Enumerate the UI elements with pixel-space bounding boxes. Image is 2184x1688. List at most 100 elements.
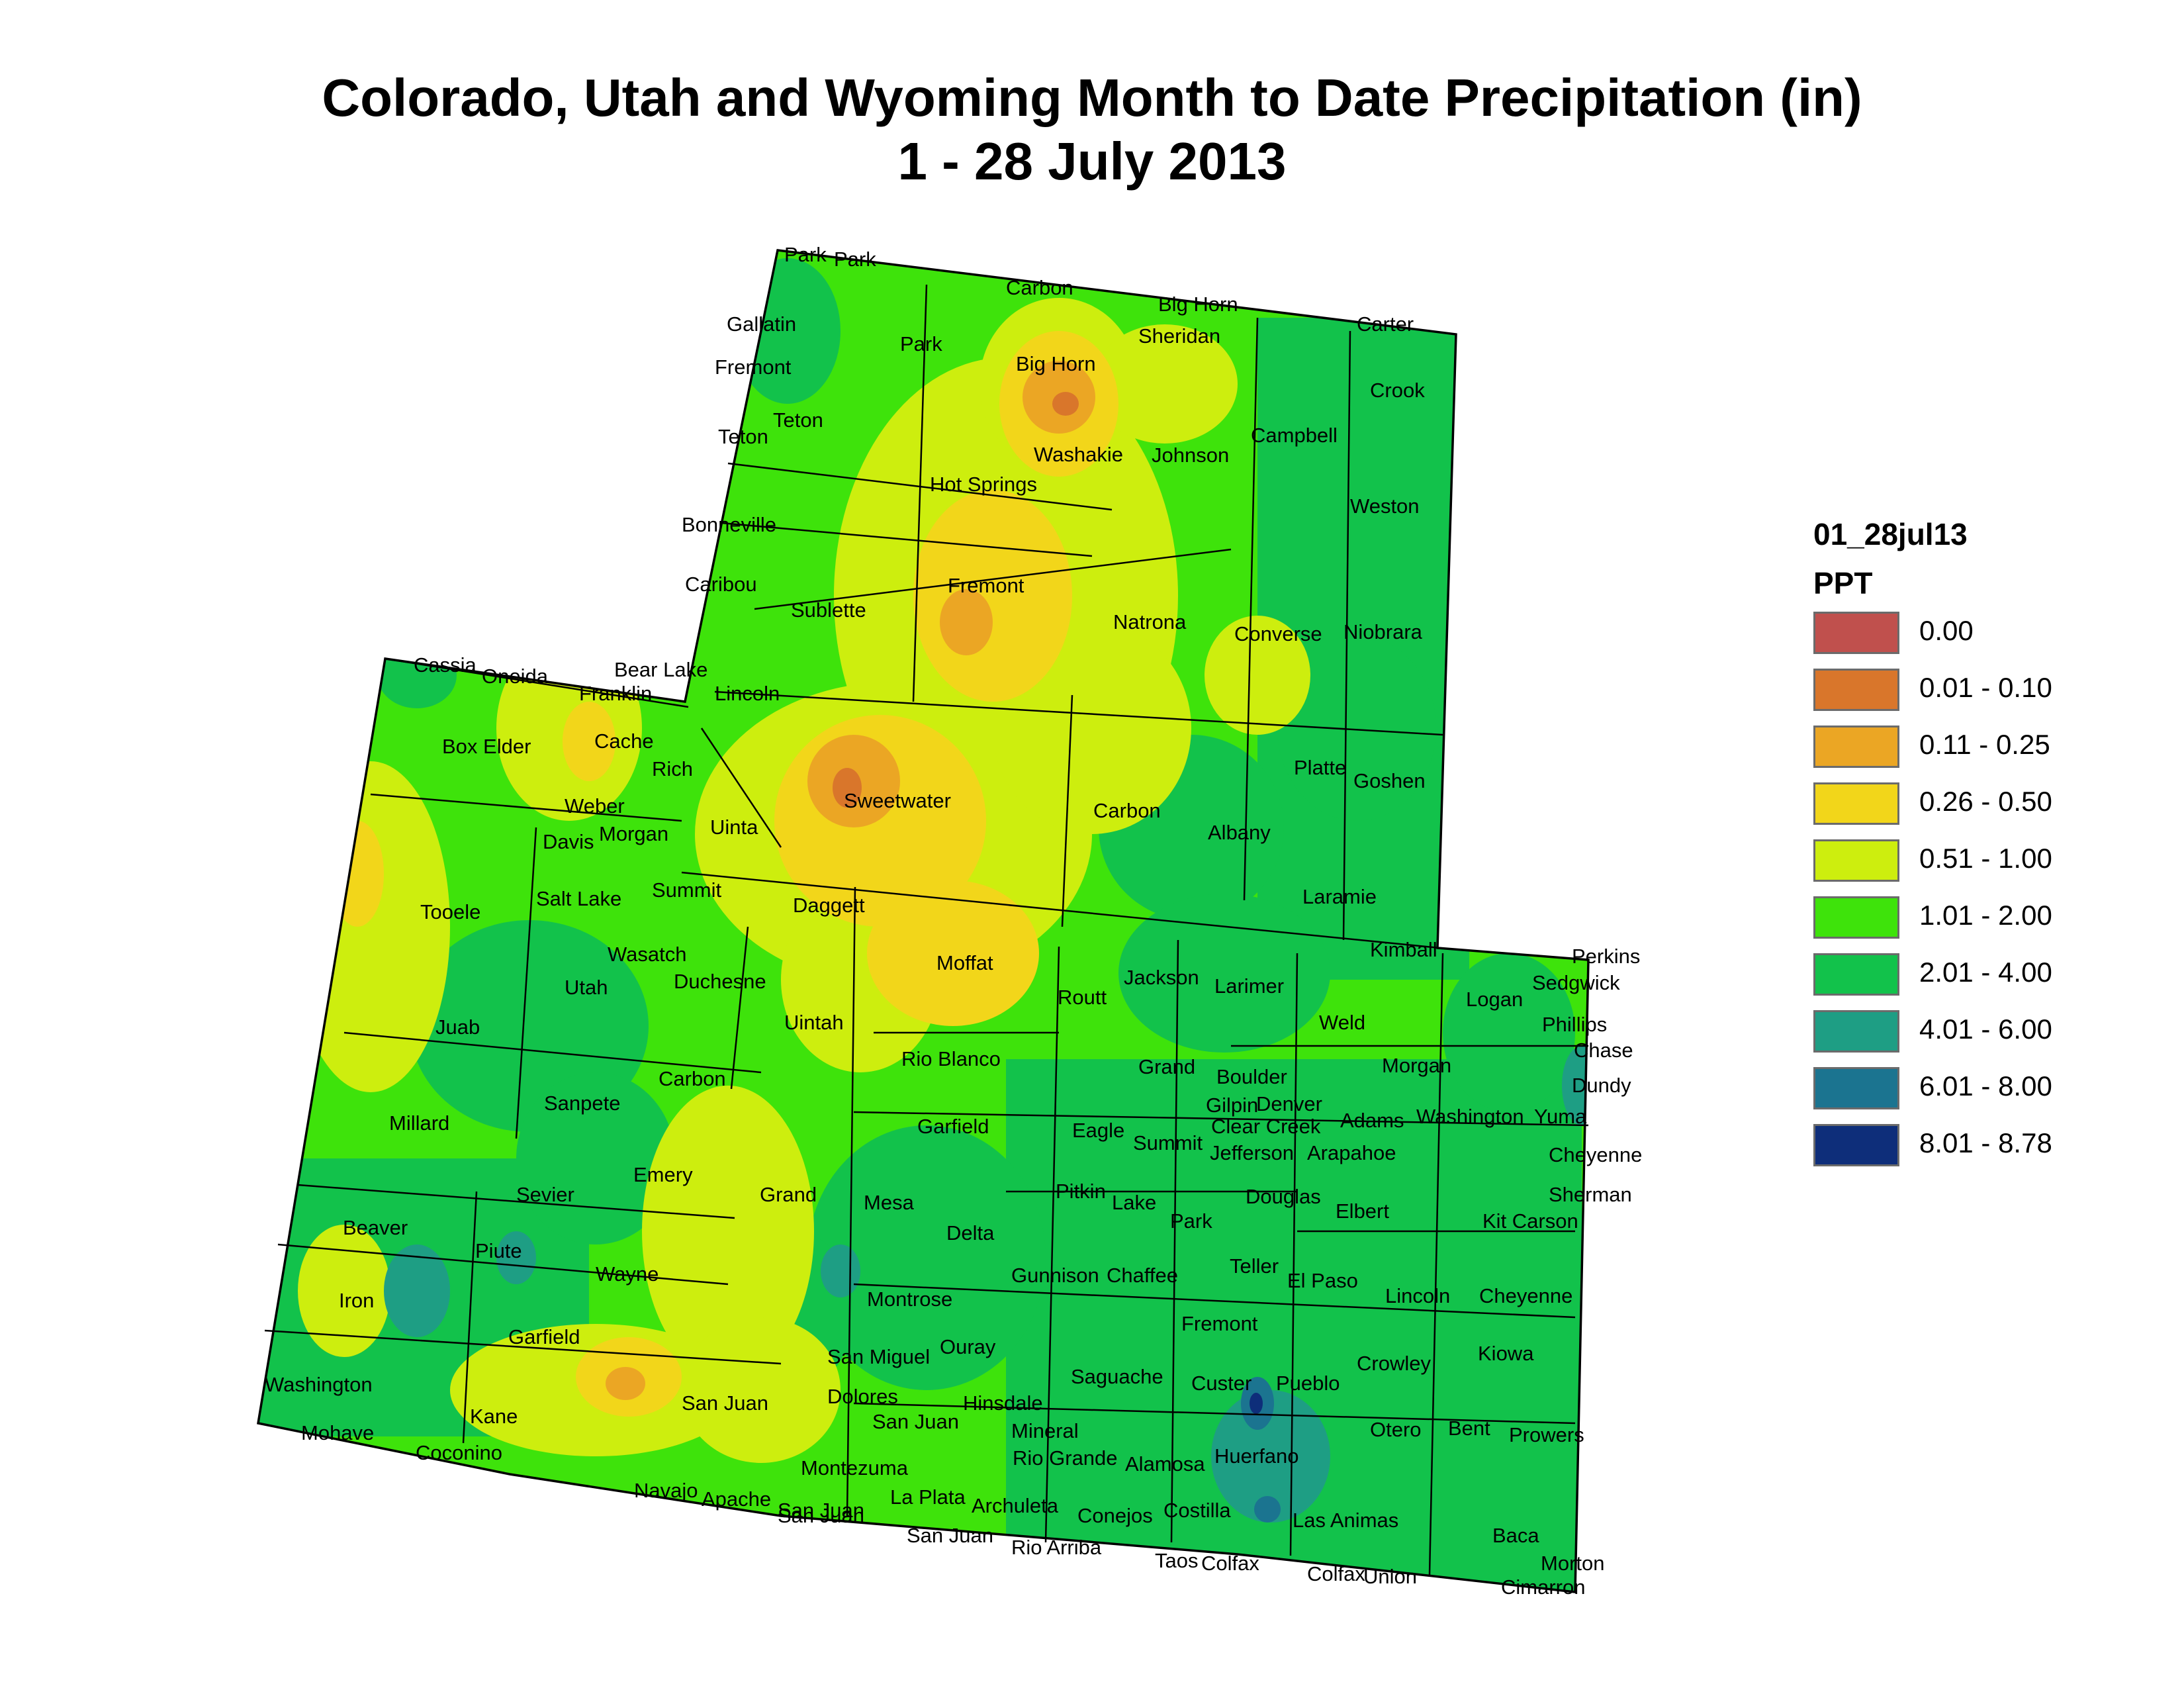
county-label-co-el-paso: El Paso [1287, 1269, 1358, 1292]
legend-item: 8.01 - 8.78 [1813, 1121, 2158, 1178]
county-label-ks-morton: Morton [1541, 1552, 1604, 1575]
county-label-id-teton: Teton [718, 425, 768, 448]
county-label-wy-crook: Crook [1370, 379, 1425, 402]
county-label-co-costilla: Costilla [1163, 1499, 1231, 1522]
county-boundaries [256, 249, 1590, 1593]
county-label-ut-sevier: Sevier [516, 1183, 574, 1206]
county-label-co-lake: Lake [1112, 1191, 1156, 1214]
county-label-wy-park-a: Park [784, 243, 827, 266]
county-label-ut-washington: Washington [265, 1373, 373, 1396]
legend-swatch [1813, 726, 1899, 768]
county-label-ut-sanpete: Sanpete [544, 1092, 621, 1115]
county-label-wy-carbon: Carbon [1093, 799, 1161, 822]
county-label-co-montezuma: Montezuma [801, 1456, 909, 1479]
legend-swatch [1813, 1010, 1899, 1053]
county-label-ut-morgan: Morgan [599, 822, 668, 845]
county-label-wy-washakie: Washakie [1034, 443, 1123, 466]
county-label-ut-summit: Summit [652, 878, 721, 902]
legend-item: 0.00 [1813, 609, 2158, 666]
county-label-ut-utah: Utah [565, 976, 608, 999]
county-label-id-bonneville: Bonneville [682, 513, 776, 536]
county-label-ut-uintah: Uintah [784, 1011, 844, 1034]
county-label-wy-laramie: Laramie [1302, 885, 1377, 908]
county-label-id-bear-lake: Bear Lake [614, 658, 707, 681]
county-label-co-saguache: Saguache [1071, 1365, 1163, 1388]
zone-0.01-0.1 [833, 392, 1079, 808]
county-label-wy-sweetwater: Sweetwater [844, 789, 951, 812]
county-label-co-boulder: Boulder [1216, 1065, 1287, 1088]
county-label-ut-weber: Weber [565, 794, 625, 818]
legend-swatch [1813, 669, 1899, 711]
county-label-id-franklin: Franklin [579, 682, 652, 705]
county-label-co-denver: Denver [1256, 1092, 1322, 1115]
county-label-wy-niobrara: Niobrara [1343, 620, 1423, 643]
legend-item: 0.01 - 0.10 [1813, 666, 2158, 723]
county-label-nm-san-juan-w: San Juan [778, 1499, 864, 1522]
county-label-co-teller: Teller [1230, 1254, 1279, 1278]
county-label-wy-park-b: Park [834, 248, 876, 271]
county-label-ut-daggett: Daggett [793, 894, 865, 917]
legend-field-name: PPT [1813, 566, 1873, 600]
county-label-ut-salt-lake: Salt Lake [536, 887, 621, 910]
county-label-id-oneida: Oneida [482, 665, 549, 688]
county-label-wy-weston: Weston [1350, 494, 1420, 518]
county-label-wy-park: Park [900, 332, 942, 355]
county-label-ne-chase: Chase [1574, 1039, 1633, 1062]
county-label-ut-juab: Juab [435, 1015, 480, 1039]
county-label-id-caribou: Caribou [685, 573, 757, 596]
county-label-az-coconino: Coconino [416, 1441, 502, 1464]
legend-heading: 01_28jul13 [1813, 517, 1968, 551]
county-label-co-routt: Routt [1058, 986, 1107, 1009]
county-label-co-phillips: Phillips [1542, 1013, 1607, 1036]
legend-item: 0.11 - 0.25 [1813, 723, 2158, 780]
county-label-co-grand: Grand [1138, 1055, 1195, 1078]
county-label-wy-lincoln: Lincoln [715, 682, 780, 705]
county-label-ne-perkins: Perkins [1572, 945, 1640, 968]
legend-swatch [1813, 612, 1899, 654]
legend-label: 0.01 - 0.10 [1919, 672, 2052, 703]
county-label-co-fremont: Fremont [1181, 1312, 1258, 1335]
county-label-co-crowley: Crowley [1357, 1352, 1431, 1375]
county-label-co-garfield: Garfield [917, 1115, 989, 1138]
county-label-ok-cimarron: Cimarron [1501, 1575, 1585, 1599]
county-label-co-mineral: Mineral [1011, 1419, 1079, 1442]
county-label-wy-natrona: Natrona [1113, 610, 1187, 633]
map-title-line1: Colorado, Utah and Wyoming Month to Date… [322, 68, 1862, 127]
county-label-co-bent: Bent [1448, 1417, 1490, 1440]
county-label-az-mohave: Mohave [301, 1421, 374, 1444]
county-label-nm-union: Union [1363, 1565, 1417, 1588]
legend-item: 0.51 - 1.00 [1813, 837, 2158, 894]
county-label-az-navajo: Navajo [634, 1479, 698, 1502]
county-label-co-clear-creek: Clear Creek [1211, 1115, 1321, 1138]
county-label-wy-albany: Albany [1208, 821, 1271, 844]
county-label-nm-colfax-b: Colfax [1307, 1562, 1365, 1585]
county-label-ut-garfield: Garfield [508, 1325, 580, 1348]
county-label-wy-platte: Platte [1294, 756, 1346, 779]
county-label-co-otero: Otero [1370, 1418, 1422, 1441]
county-label-co-huerfano: Huerfano [1214, 1444, 1299, 1468]
county-label-co-ouray: Ouray [940, 1335, 996, 1358]
county-label-co-la-plata: La Plata [890, 1485, 966, 1509]
county-label-co-elbert: Elbert [1336, 1199, 1389, 1223]
county-label-co-chaffee: Chaffee [1107, 1264, 1178, 1287]
county-label-wy-carter: Carter [1357, 312, 1414, 336]
county-label-ut-emery: Emery [633, 1163, 693, 1186]
county-label-wy-johnson: Johnson [1152, 444, 1229, 467]
county-label-co-rio-grande: Rio Grande [1013, 1446, 1118, 1470]
legend-label: 0.11 - 0.25 [1919, 729, 2050, 760]
county-label-co-yuma: Yuma [1534, 1105, 1587, 1128]
county-label-ks-cheyenne: Cheyenne [1549, 1143, 1642, 1166]
county-label-az-apache: Apache [702, 1487, 771, 1511]
county-label-co-las-animas: Las Animas [1293, 1509, 1398, 1532]
county-label-ut-wasatch: Wasatch [608, 943, 686, 966]
county-label-co-archuleta: Archuleta [972, 1494, 1059, 1517]
county-label-ut-millard: Millard [389, 1111, 449, 1135]
county-label-co-montrose: Montrose [867, 1288, 952, 1311]
legend-swatch [1813, 953, 1899, 996]
county-label-co-baca: Baca [1492, 1524, 1539, 1547]
county-label-co-gilpin: Gilpin [1206, 1094, 1258, 1117]
county-label-co-larimer: Larimer [1214, 974, 1284, 998]
legend-item: 0.26 - 0.50 [1813, 780, 2158, 837]
county-label-co-custer: Custer [1191, 1372, 1251, 1395]
